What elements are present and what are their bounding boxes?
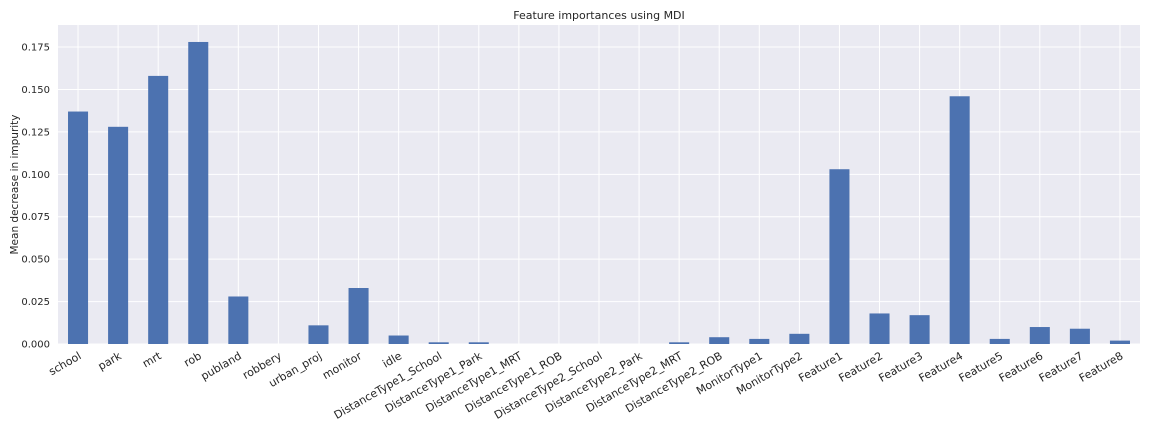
bars: [68, 41, 1130, 345]
bar-feature1: [829, 169, 850, 344]
bar-publand: [228, 296, 249, 344]
y-tick-label: 0.175: [21, 43, 50, 54]
y-tick-label: 0.000: [21, 340, 50, 351]
y-tick-label: 0.150: [21, 85, 50, 96]
bar-mrt: [148, 75, 169, 344]
x-tick-label: Feature4: [917, 349, 966, 385]
bar-monitortype1: [749, 338, 770, 344]
bar-feature7: [1069, 328, 1090, 344]
bar-distancetype1-school: [428, 342, 449, 344]
x-tick-label: Feature6: [997, 349, 1046, 385]
bar-school: [68, 111, 89, 344]
y-tick-label: 0.125: [21, 127, 50, 138]
chart-title: Feature importances using MDI: [513, 9, 685, 22]
x-tick-label: Feature3: [877, 349, 926, 385]
bar-distancetype1-park: [468, 342, 489, 344]
bar-distancetype2-rob: [709, 337, 730, 344]
bar-feature2: [869, 313, 890, 344]
bar-feature5: [989, 338, 1010, 344]
bar-feature6: [1029, 327, 1050, 344]
y-tick-label: 0.025: [21, 297, 50, 308]
x-tick-label: idle: [380, 349, 404, 370]
x-tick-label: mrt: [140, 349, 164, 370]
x-tick-label: Feature7: [1037, 349, 1086, 385]
x-tick-label: Feature2: [836, 349, 885, 385]
bar-feature3: [909, 315, 930, 344]
x-tick-label: park: [96, 349, 124, 373]
y-axis-ticks: 0.000 0.025 0.050 0.075 0.100 0.125 0.150 0.175: [21, 43, 50, 351]
y-tick-label: 0.075: [21, 212, 50, 223]
x-tick-label: rob: [182, 349, 204, 369]
x-tick-label: Feature5: [957, 349, 1006, 385]
bar-urban-proj: [308, 325, 329, 344]
x-tick-label: school: [46, 349, 83, 378]
bar-monitor: [348, 288, 369, 344]
x-tick-label: Feature1: [796, 349, 845, 385]
bar-rob: [188, 41, 209, 345]
bar-idle: [388, 335, 409, 344]
y-axis-label: Mean decrease in impurity: [9, 114, 21, 254]
bar-distancetype2-mrt: [669, 342, 690, 344]
x-axis-ticks: school park mrt robpublandrobberyurban_proj…: [46, 349, 1125, 422]
x-tick-label: publand: [199, 349, 244, 383]
x-tick-label: monitor: [320, 349, 364, 382]
bar-feature8: [1109, 340, 1130, 344]
y-tick-label: 0.050: [21, 255, 50, 266]
bar-monitortype2: [789, 333, 810, 344]
bar-feature4: [949, 96, 970, 344]
y-tick-label: 0.100: [21, 170, 50, 181]
bar-park: [108, 126, 129, 345]
x-tick-label: Feature8: [1077, 349, 1126, 385]
